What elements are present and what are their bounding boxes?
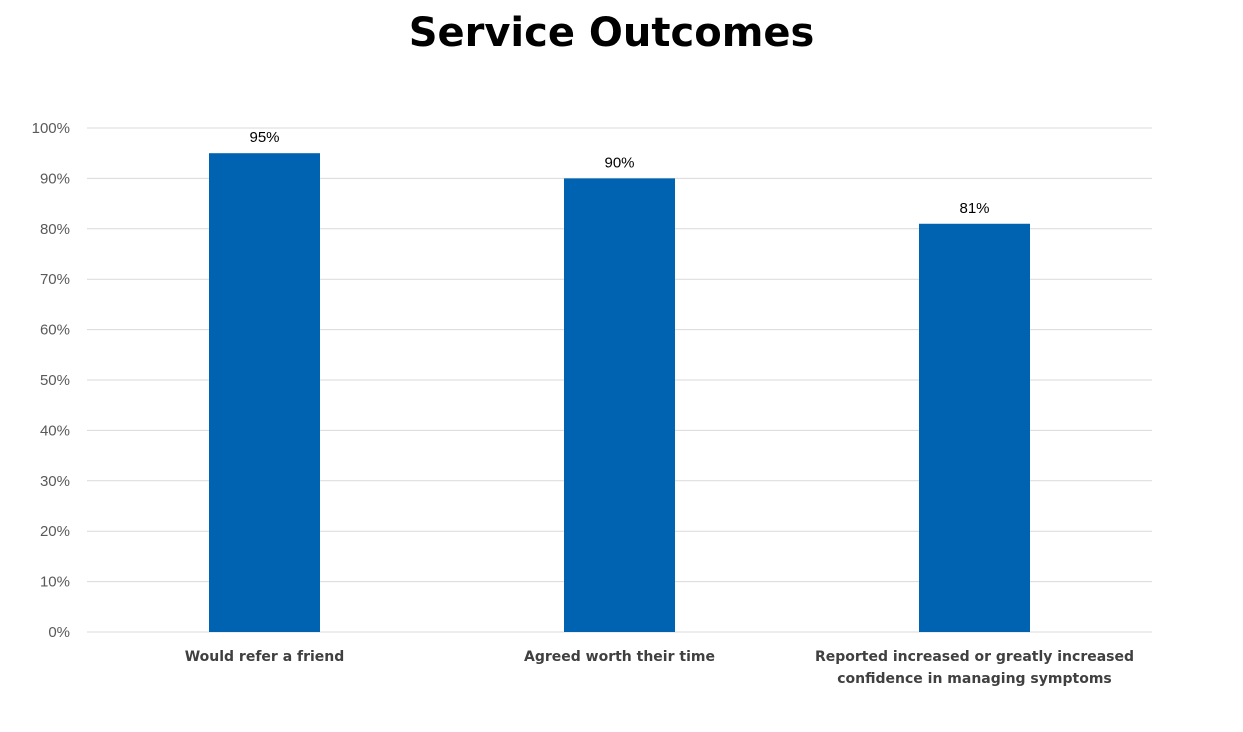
data-label: 95% bbox=[249, 129, 279, 146]
y-tick-label: 100% bbox=[32, 120, 70, 137]
y-tick-label: 0% bbox=[48, 624, 70, 641]
category-label: Would refer a friend bbox=[185, 649, 345, 665]
y-tick-label: 90% bbox=[40, 170, 70, 187]
y-tick-label: 20% bbox=[40, 523, 70, 540]
y-tick-label: 70% bbox=[40, 271, 70, 288]
y-axis-tick-labels: 0% 10% 20% 30% 40% 50% 60% 70% 80% 90% 100% bbox=[32, 120, 70, 641]
chart-title: Service Outcomes bbox=[408, 10, 815, 56]
y-tick-label: 30% bbox=[40, 473, 70, 490]
bar bbox=[209, 153, 320, 632]
bars bbox=[209, 153, 1030, 632]
bar bbox=[564, 178, 675, 632]
x-axis-category-labels: Would refer a friend Agreed worth their t… bbox=[185, 649, 1134, 687]
data-labels: 95% 90% 81% bbox=[249, 129, 989, 217]
y-tick-label: 40% bbox=[40, 422, 70, 439]
y-tick-label: 10% bbox=[40, 574, 70, 591]
data-label: 90% bbox=[604, 154, 634, 171]
y-tick-label: 50% bbox=[40, 372, 70, 389]
data-label: 81% bbox=[959, 200, 989, 217]
y-tick-label: 60% bbox=[40, 322, 70, 339]
y-tick-label: 80% bbox=[40, 221, 70, 238]
bar bbox=[919, 223, 1030, 632]
category-label: Reported increased or greatly increased c… bbox=[815, 649, 1134, 687]
category-label: Agreed worth their time bbox=[524, 649, 715, 665]
